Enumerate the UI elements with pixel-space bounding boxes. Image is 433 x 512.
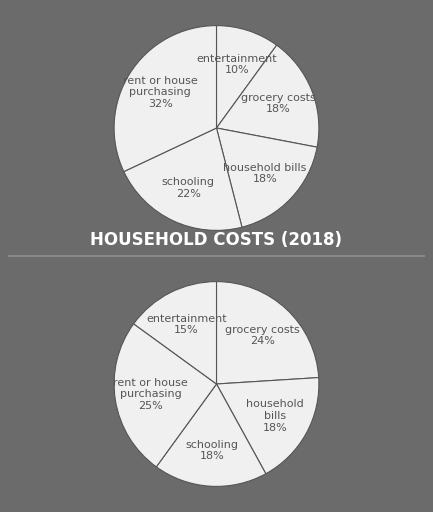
Text: entertainment
15%: entertainment 15% [146,314,226,335]
Text: schooling
22%: schooling 22% [162,178,215,199]
Wedge shape [134,282,216,384]
Wedge shape [216,26,277,128]
Wedge shape [216,128,317,227]
Wedge shape [114,324,216,467]
Wedge shape [156,384,266,486]
Wedge shape [216,282,319,384]
Text: household
bills
18%: household bills 18% [246,399,304,433]
Wedge shape [216,377,319,474]
Text: schooling
18%: schooling 18% [186,440,239,461]
Text: grocery costs
24%: grocery costs 24% [225,325,300,346]
Text: entertainment
10%: entertainment 10% [197,54,278,75]
Wedge shape [124,128,242,230]
Text: grocery costs
18%: grocery costs 18% [241,93,316,114]
Wedge shape [216,45,319,147]
Text: rent or house
purchasing
25%: rent or house purchasing 25% [113,378,188,411]
Wedge shape [114,26,216,172]
Title: HOUSEHOLD COSTS (2018): HOUSEHOLD COSTS (2018) [90,231,343,249]
Text: rent or house
purchasing
32%: rent or house purchasing 32% [123,76,198,109]
Text: household bills
18%: household bills 18% [223,163,307,184]
